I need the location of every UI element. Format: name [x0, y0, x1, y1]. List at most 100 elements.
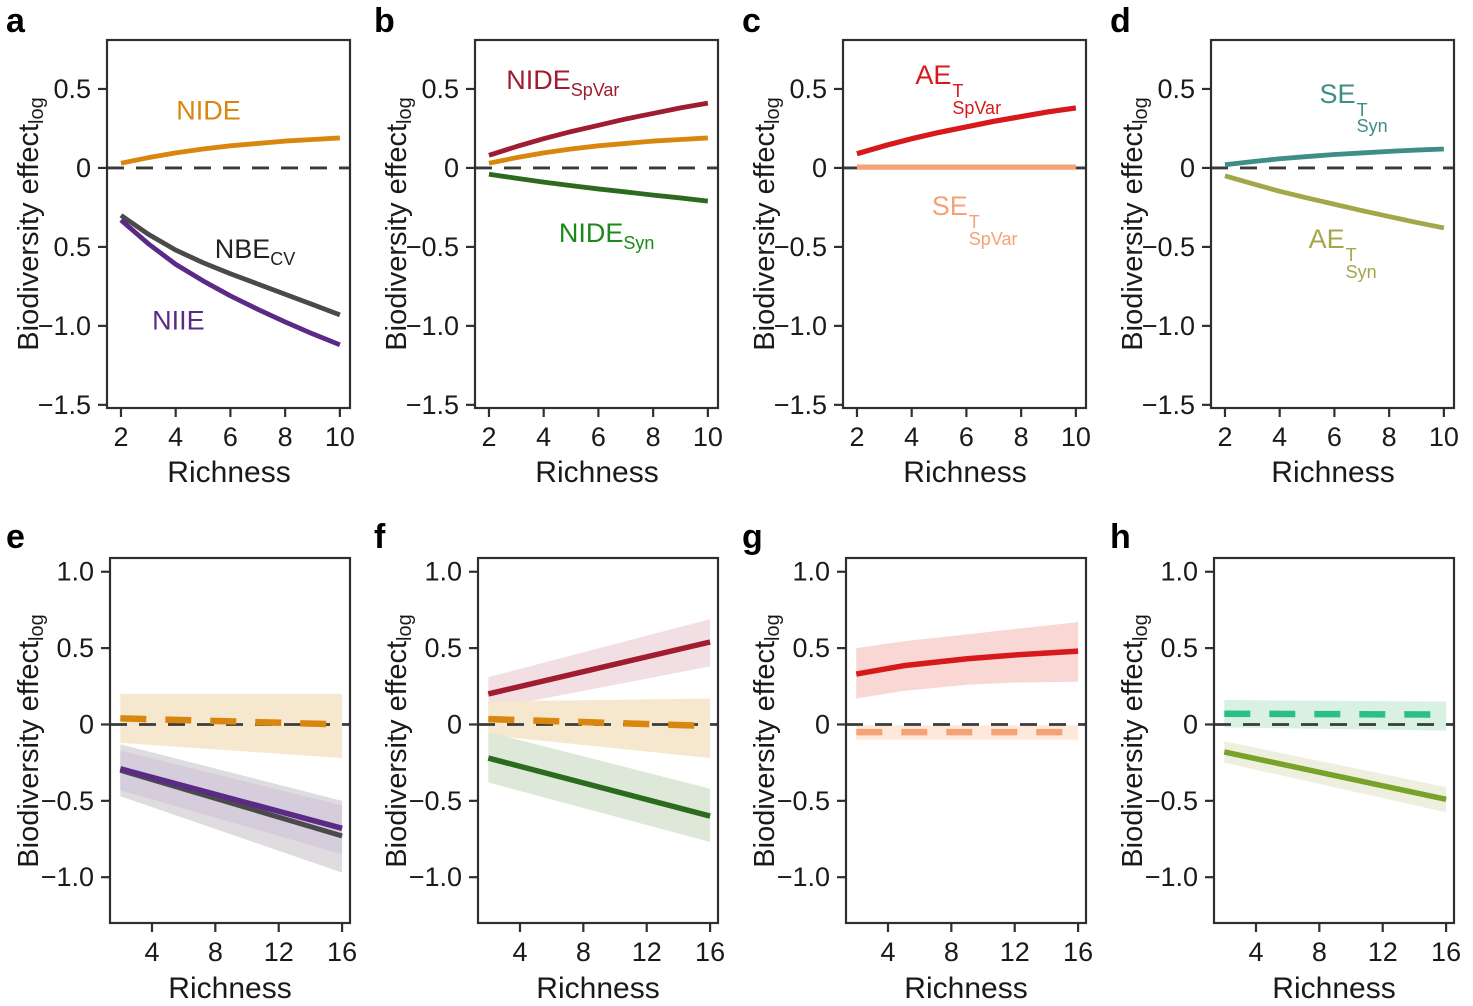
svg-text:2: 2 [849, 422, 864, 452]
x-axis-title: Richness [1272, 972, 1396, 1005]
svg-text:0.5: 0.5 [1157, 74, 1195, 104]
svg-text:10: 10 [1429, 422, 1459, 452]
svg-text:6: 6 [1327, 422, 1342, 452]
svg-text:−0.5: −0.5 [409, 786, 462, 816]
svg-text:8: 8 [208, 937, 223, 967]
svg-text:2: 2 [1217, 422, 1232, 452]
panel-c: c Biodiversity effectlog 2 4 6 8 10 0.5 0 −0.5−… [736, 0, 1104, 502]
svg-text:8: 8 [1382, 422, 1397, 452]
series-label-se-spvar: SE T SpVar [931, 191, 1018, 249]
svg-text:−1.0: −1.0 [1145, 862, 1198, 892]
plot-area-e: 4 8 12 16 1.0 0.5 0 −0.5 −1.0 [41, 557, 357, 967]
series-label-ae-spvar: AE T SpVar [915, 59, 1002, 118]
svg-text:16: 16 [695, 937, 725, 967]
svg-text:8: 8 [576, 937, 591, 967]
svg-text:4: 4 [536, 422, 551, 452]
panel-letter-e: e [6, 518, 25, 556]
svg-text:−0.5: −0.5 [777, 786, 830, 816]
svg-text:−1.5: −1.5 [406, 390, 459, 420]
x-axis-title: Richness [904, 972, 1028, 1005]
svg-text:12: 12 [1368, 937, 1398, 967]
svg-text:6: 6 [591, 422, 606, 452]
svg-text:4: 4 [904, 422, 919, 452]
svg-text:4: 4 [512, 937, 527, 967]
svg-text:8: 8 [1014, 422, 1029, 452]
panel-letter-h: h [1110, 518, 1131, 556]
series-label-se-syn: SE T Syn [1319, 78, 1388, 137]
svg-text:0.5: 0.5 [789, 74, 827, 104]
svg-text:12: 12 [264, 937, 294, 967]
panel-letter-f: f [374, 518, 386, 556]
svg-text:8: 8 [646, 422, 661, 452]
svg-text:4: 4 [144, 937, 159, 967]
svg-text:0: 0 [815, 709, 830, 739]
panel-letter-a: a [6, 2, 25, 40]
x-axis-title: Richness [536, 972, 660, 1005]
x-axis-title: Richness [168, 972, 292, 1005]
plot-area-f: 4 8 12 16 1.0 0.5 0 −0.5 −1.0 [409, 557, 725, 967]
svg-text:6: 6 [223, 422, 238, 452]
svg-text:−0.5: −0.5 [406, 232, 459, 262]
panel-b: b Biodiversity effectlog 2 4 6 8 10 0.5 0 −0.5−… [368, 0, 736, 502]
svg-text:0: 0 [447, 709, 462, 739]
panel-a: a Biodiversity effectlog 2 4 6 8 10 0.5 0 0.5 −1… [0, 0, 368, 502]
svg-text:0.5: 0.5 [421, 74, 459, 104]
series-label-nide: NIDE [176, 95, 241, 126]
svg-text:−1.5: −1.5 [1142, 390, 1195, 420]
svg-text:12: 12 [1000, 937, 1030, 967]
svg-text:0: 0 [79, 709, 94, 739]
x-axis-title: Richness [903, 456, 1027, 489]
svg-text:1.0: 1.0 [56, 557, 94, 587]
series-label-niie: NIIE [152, 305, 205, 336]
plot-area-d: 2 4 6 8 10 0.5 0 −0.5 −1.0 −1.5 [1142, 38, 1459, 452]
svg-text:−1.0: −1.0 [777, 862, 830, 892]
panel-h: h Biodiversity effectlog 4 8 12 16 1.0 0.5 0 −0… [1104, 502, 1472, 1005]
svg-text:16: 16 [1431, 937, 1461, 967]
svg-text:−0.5: −0.5 [774, 232, 827, 262]
panel-letter-d: d [1110, 2, 1131, 40]
panel-g: g Biodiversity effectlog 4 8 12 16 1.0 0.5 0 −0… [736, 502, 1104, 1005]
svg-text:−0.5: −0.5 [1142, 232, 1195, 262]
panel-letter-g: g [742, 518, 763, 556]
svg-text:−1.0: −1.0 [1142, 311, 1195, 341]
svg-text:0.5: 0.5 [53, 232, 91, 262]
svg-text:4: 4 [1248, 937, 1263, 967]
svg-text:−0.5: −0.5 [41, 786, 94, 816]
svg-text:10: 10 [1061, 422, 1091, 452]
svg-text:0.5: 0.5 [424, 633, 462, 663]
svg-text:4: 4 [168, 422, 183, 452]
svg-text:16: 16 [1063, 937, 1093, 967]
svg-text:−1.0: −1.0 [38, 311, 91, 341]
svg-text:2: 2 [481, 422, 496, 452]
x-axis-title: Richness [167, 456, 291, 489]
svg-text:1.0: 1.0 [792, 557, 830, 587]
svg-text:0.5: 0.5 [53, 74, 91, 104]
x-axis-title: Richness [1271, 456, 1395, 489]
svg-text:0: 0 [76, 153, 91, 183]
svg-text:16: 16 [327, 937, 357, 967]
svg-text:0.5: 0.5 [56, 633, 94, 663]
panel-f: f Biodiversity effectlog 4 8 12 16 1.0 0.5 0 −0… [368, 502, 736, 1005]
plot-area-h: 4 8 12 16 1.0 0.5 0 −0.5 −1.0 [1145, 557, 1461, 967]
svg-text:−1.5: −1.5 [774, 390, 827, 420]
svg-text:0: 0 [812, 153, 827, 183]
plot-area-b: 2 4 6 8 10 0.5 0 −0.5 −1.0 −1.5 [406, 38, 723, 452]
series-label-nide-spvar: NIDESpVar [506, 64, 620, 100]
svg-text:0: 0 [444, 153, 459, 183]
svg-text:4: 4 [1272, 422, 1287, 452]
svg-text:1.0: 1.0 [424, 557, 462, 587]
svg-text:6: 6 [959, 422, 974, 452]
svg-text:8: 8 [278, 422, 293, 452]
svg-text:10: 10 [325, 422, 355, 452]
plot-area-c: 2 4 6 8 10 0.5 0 −0.5 −1.0 −1.5 [774, 38, 1091, 452]
svg-text:0.5: 0.5 [792, 633, 830, 663]
svg-text:−1.0: −1.0 [774, 311, 827, 341]
svg-text:0: 0 [1180, 153, 1195, 183]
svg-text:−0.5: −0.5 [1145, 786, 1198, 816]
svg-text:0.5: 0.5 [1160, 633, 1198, 663]
panel-e: e Biodiversity effectlog 4 8 12 16 1.0 0.5 0 −0… [0, 502, 368, 1005]
svg-text:8: 8 [944, 937, 959, 967]
series-label-nbe-cv: NBECV [214, 233, 296, 269]
svg-text:12: 12 [632, 937, 662, 967]
